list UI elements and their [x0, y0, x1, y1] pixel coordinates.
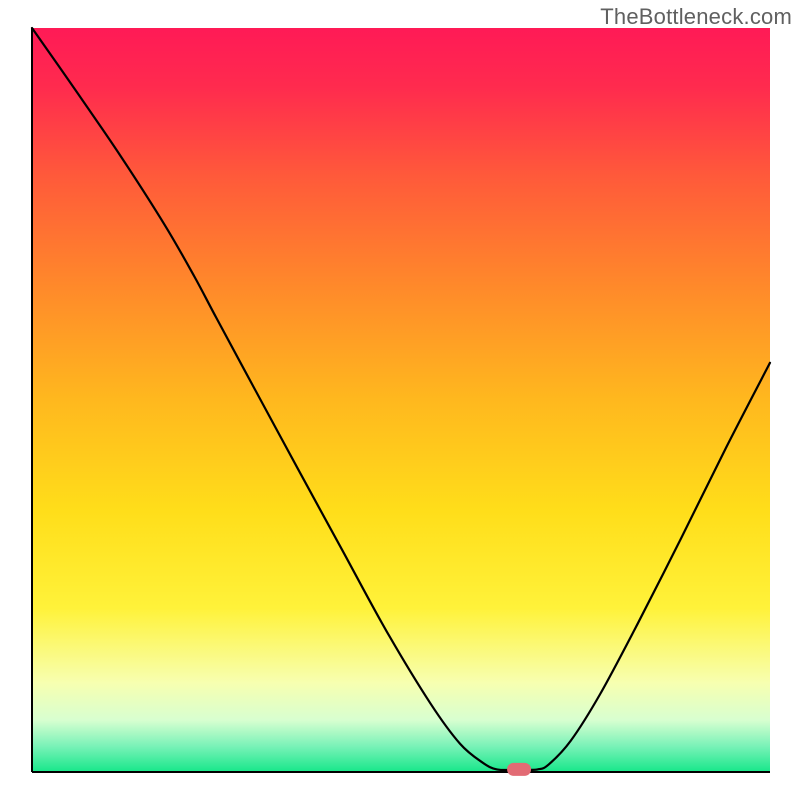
watermark-text: TheBottleneck.com	[600, 4, 792, 30]
bottleneck-chart	[0, 0, 800, 800]
bottleneck-marker	[507, 763, 531, 776]
marker-group	[507, 763, 531, 776]
chart-container: TheBottleneck.com	[0, 0, 800, 800]
plot-background	[32, 28, 770, 772]
